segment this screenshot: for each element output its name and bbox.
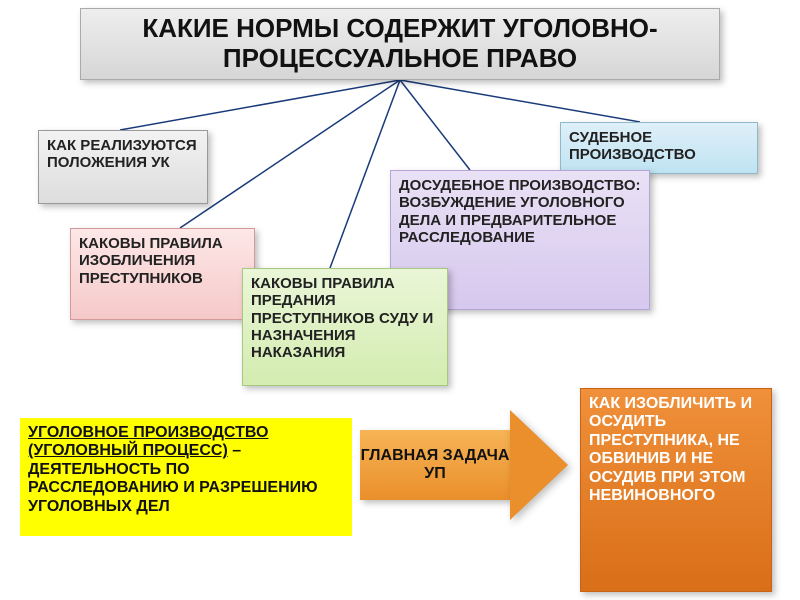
title-box: КАКИЕ НОРМЫ СОДЕРЖИТ УГОЛОВНО-ПРОЦЕССУАЛ… xyxy=(80,8,720,80)
node-rules-trial-punishment: КАКОВЫ ПРАВИЛА ПРЕДАНИЯ ПРЕСТУПНИКОВ СУД… xyxy=(242,268,448,386)
node-main-task-result: КАК ИЗОБЛИЧИТЬ И ОСУДИТЬ ПРЕСТУПНИКА, НЕ… xyxy=(580,388,772,592)
node-realize-uk: КАК РЕАЛИЗУЮТСЯ ПОЛОЖЕНИЯ УК xyxy=(38,130,208,204)
arrow-head xyxy=(510,410,568,520)
node-criminal-process-definition: УГОЛОВНОЕ ПРОИЗВОДСТВО (УГОЛОВНЫЙ ПРОЦЕС… xyxy=(20,418,352,536)
node-rules-exposure: КАКОВЫ ПРАВИЛА ИЗОБЛИЧЕНИЯ ПРЕСТУПНИКОВ xyxy=(70,228,255,320)
arrow-label: ГЛАВНАЯ ЗАДАЧА УП xyxy=(360,430,510,500)
node-judicial-proceedings: СУДЕБНОЕ ПРОИЗВОДСТВО xyxy=(560,122,758,174)
